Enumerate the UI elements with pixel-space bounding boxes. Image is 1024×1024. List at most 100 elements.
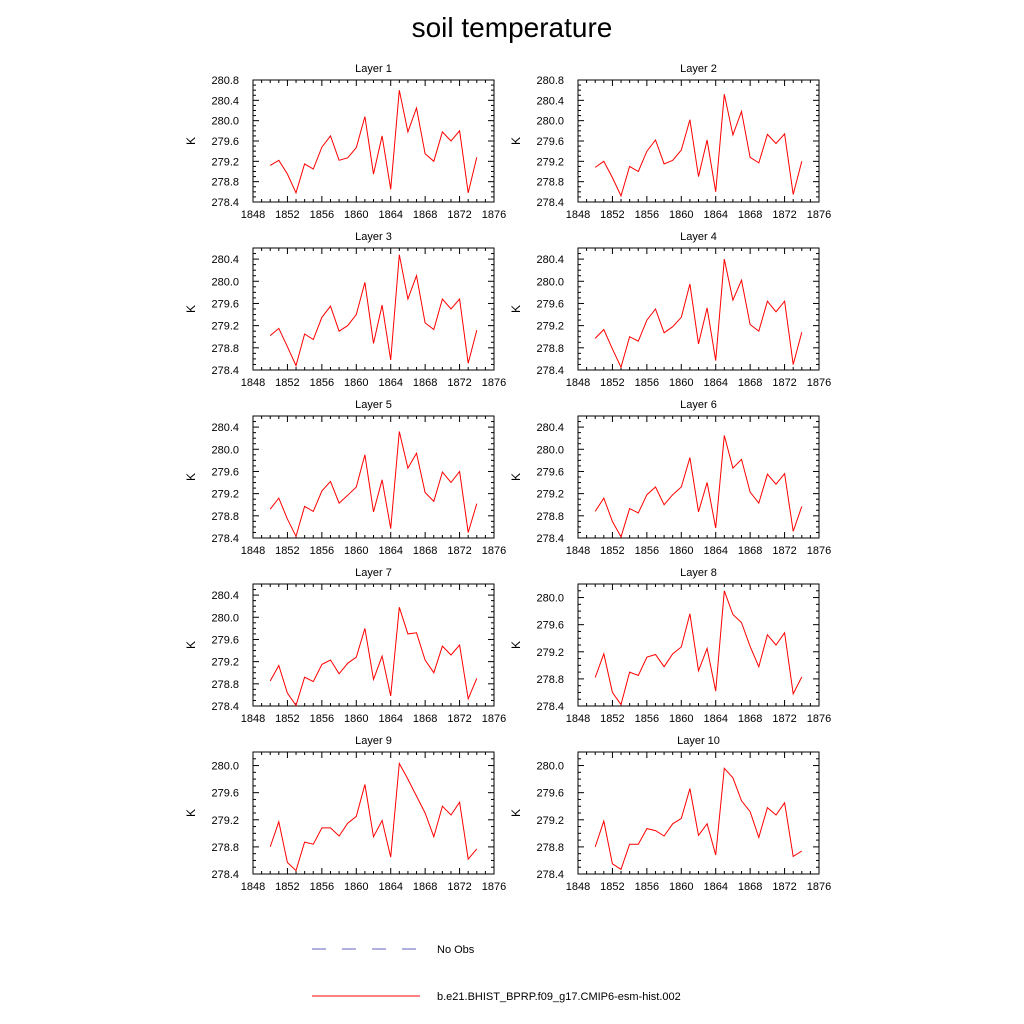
x-tick-label: 1868 [413, 881, 437, 893]
y-tick-label: 280.0 [536, 276, 564, 288]
x-tick-label: 1868 [413, 713, 437, 725]
y-tick-label: 278.4 [536, 365, 564, 377]
y-tick-label: 280.0 [211, 276, 239, 288]
x-tick-label: 1872 [772, 881, 796, 893]
y-tick-label: 279.2 [211, 489, 239, 501]
panel-title: Layer 9 [355, 735, 392, 747]
x-tick-label: 1856 [310, 545, 334, 557]
panel-title: Layer 1 [355, 63, 392, 75]
y-tick-label: 278.4 [536, 869, 564, 881]
x-tick-label: 1876 [807, 209, 831, 221]
y-tick-label: 279.2 [211, 321, 239, 333]
plot-frame [252, 415, 495, 539]
y-tick-label: 279.6 [536, 466, 564, 478]
x-tick-label: 1876 [807, 881, 831, 893]
x-tick-label: 1864 [703, 377, 727, 389]
y-tick-label: 280.4 [536, 422, 564, 434]
y-tick-label: 279.2 [536, 489, 564, 501]
x-tick-label: 1872 [772, 713, 796, 725]
x-tick-label: 1860 [669, 209, 693, 221]
plot-frame [252, 79, 495, 203]
x-tick-label: 1848 [241, 881, 265, 893]
figure-title: soil temperature [411, 12, 613, 43]
y-axis-label: K [184, 473, 198, 481]
y-tick-label: 280.0 [536, 444, 564, 456]
y-axis-label: K [509, 641, 523, 649]
x-tick-label: 1864 [378, 545, 402, 557]
x-tick-label: 1864 [378, 881, 402, 893]
y-axis-label: K [184, 137, 198, 145]
y-tick-label: 280.0 [211, 761, 239, 773]
plot-frame [577, 415, 820, 539]
x-tick-label: 1860 [669, 545, 693, 557]
x-tick-label: 1876 [482, 377, 506, 389]
legend-label-no-obs: No Obs [437, 944, 475, 956]
y-axis-label: K [509, 809, 523, 817]
y-tick-label: 279.2 [536, 815, 564, 827]
y-tick-label: 279.2 [211, 815, 239, 827]
series-line [594, 435, 803, 539]
x-tick-label: 1876 [482, 209, 506, 221]
panel-layer-9: Layer 9 K 1848 1852 1856 1860 1864 1868 1872 1876… [184, 735, 506, 893]
x-tick-label: 1876 [807, 545, 831, 557]
plot-frame [577, 751, 820, 875]
x-tick-label: 1864 [703, 713, 727, 725]
x-tick-label: 1856 [635, 377, 659, 389]
y-axis-label: K [509, 137, 523, 145]
series-line [269, 90, 478, 195]
plot-frame [577, 583, 820, 707]
y-tick-label: 280.0 [211, 116, 239, 128]
y-tick-label: 278.8 [211, 343, 239, 355]
plot-frame [577, 79, 820, 203]
x-tick-label: 1864 [703, 545, 727, 557]
x-tick-label: 1860 [344, 545, 368, 557]
x-tick-label: 1860 [344, 881, 368, 893]
x-tick-label: 1860 [669, 713, 693, 725]
x-tick-label: 1856 [635, 881, 659, 893]
x-tick-label: 1848 [241, 209, 265, 221]
series-line [269, 254, 478, 368]
series-line [269, 431, 478, 538]
panel-layer-8: Layer 8 K 1848 1852 1856 1860 1864 1868 1872 1876… [509, 567, 831, 725]
x-tick-label: 1860 [344, 209, 368, 221]
x-tick-label: 1868 [738, 713, 762, 725]
x-tick-label: 1852 [275, 881, 299, 893]
y-tick-label: 279.6 [211, 136, 239, 148]
series-line [594, 590, 803, 706]
x-tick-label: 1848 [241, 713, 265, 725]
x-tick-label: 1864 [703, 881, 727, 893]
panel-layer-5: Layer 5 K 1848 1852 1856 1860 1864 1868 1872 1876… [184, 399, 506, 557]
x-tick-label: 1856 [310, 713, 334, 725]
y-axis-label: K [509, 473, 523, 481]
x-tick-label: 1848 [241, 377, 265, 389]
y-tick-label: 278.8 [536, 177, 564, 189]
panel-title: Layer 2 [680, 63, 717, 75]
y-tick-label: 278.4 [536, 701, 564, 713]
y-tick-label: 279.2 [211, 156, 239, 168]
y-tick-label: 279.2 [536, 647, 564, 659]
y-tick-label: 279.6 [211, 466, 239, 478]
y-tick-label: 278.4 [536, 533, 564, 545]
x-tick-label: 1852 [275, 377, 299, 389]
y-tick-label: 278.4 [536, 197, 564, 209]
x-tick-label: 1872 [447, 713, 471, 725]
x-tick-label: 1852 [600, 881, 624, 893]
x-tick-label: 1868 [738, 209, 762, 221]
x-tick-label: 1860 [669, 881, 693, 893]
panel-title: Layer 10 [677, 735, 720, 747]
y-tick-label: 279.6 [536, 298, 564, 310]
series-line [594, 258, 803, 369]
y-tick-label: 278.8 [211, 511, 239, 523]
y-tick-label: 279.6 [211, 634, 239, 646]
x-tick-label: 1876 [482, 545, 506, 557]
y-tick-label: 280.4 [211, 590, 239, 602]
plot-frame [252, 583, 495, 707]
x-tick-label: 1848 [566, 881, 590, 893]
x-tick-label: 1856 [310, 377, 334, 389]
x-tick-label: 1852 [600, 545, 624, 557]
x-tick-label: 1848 [241, 545, 265, 557]
panel-title: Layer 7 [355, 567, 392, 579]
series-line [269, 761, 478, 872]
series-line [269, 607, 478, 707]
